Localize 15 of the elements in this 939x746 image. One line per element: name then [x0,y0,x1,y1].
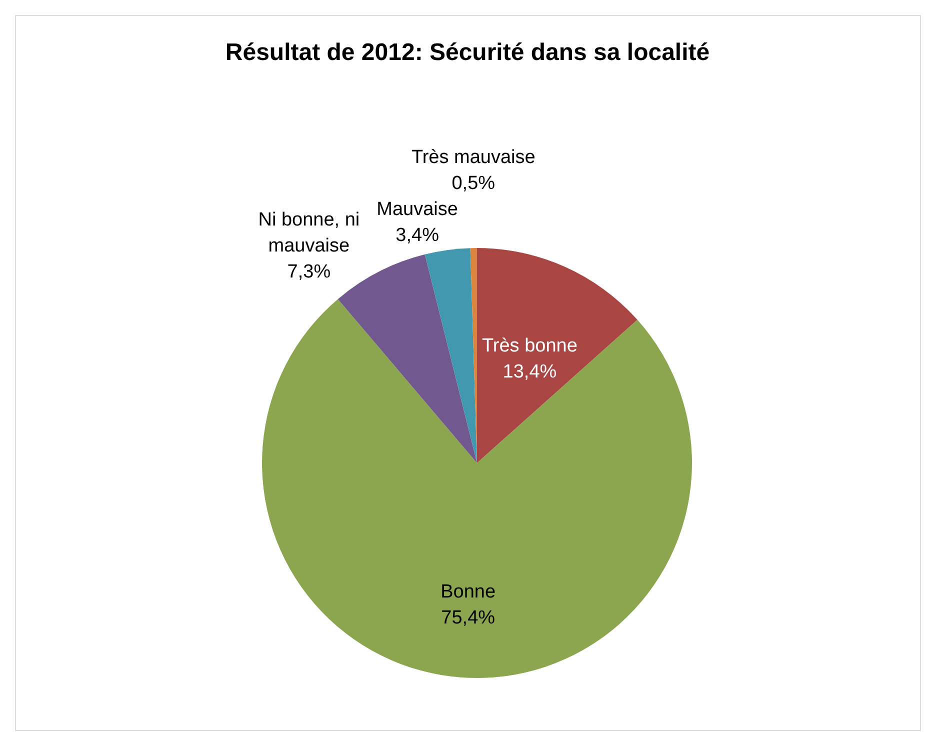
pie-slice [477,248,638,463]
slice-label: Très mauvaise [411,147,536,168]
data-label: 0,5% [452,173,496,194]
data-label: 7,3% [287,261,331,282]
slice-label: Ni bonne, ni mauvaise [258,209,360,256]
pie-slice [338,254,477,463]
pie-slice [262,299,692,678]
slice-label: Mauvaise [376,199,458,220]
slice-label: Bonne [440,582,496,603]
pie-slice [424,248,477,463]
data-label: 3,4% [396,225,440,246]
data-label: 13,4% [502,361,557,382]
slice-label: Très bonne [482,335,578,356]
chart-title: Résultat de 2012: Sécurité dans sa localité [225,39,710,66]
data-label: 75,4% [441,608,496,629]
